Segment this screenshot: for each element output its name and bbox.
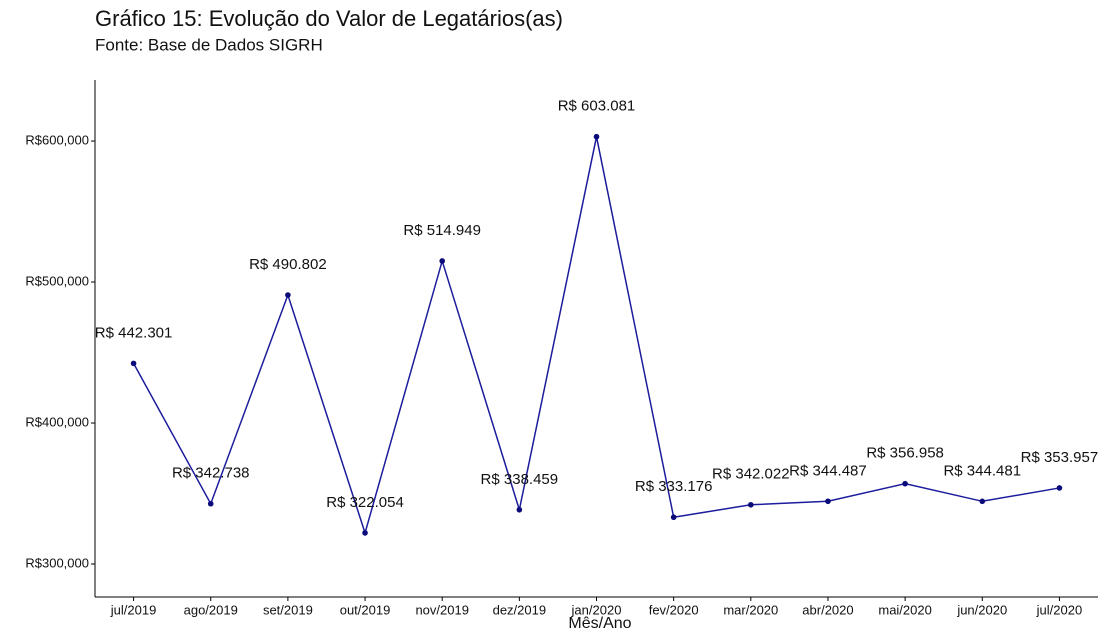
x-tick-label: set/2019	[263, 602, 313, 617]
y-tick-label: R$600,000	[25, 132, 89, 147]
point	[670, 514, 677, 521]
point	[593, 133, 600, 140]
point	[362, 530, 368, 536]
y-tick-label: R$400,000	[25, 414, 89, 429]
value-label: R$ 344.481	[943, 462, 1021, 479]
value-label: R$ 442.301	[95, 324, 173, 341]
point	[825, 498, 831, 505]
point	[902, 480, 908, 487]
value-label: R$ 514.949	[403, 222, 481, 239]
x-tick-label: dez/2019	[493, 602, 547, 617]
point	[285, 292, 291, 298]
value-label: R$ 344.487	[789, 462, 867, 479]
value-label: R$ 353.957	[1021, 449, 1099, 466]
point	[979, 498, 986, 505]
x-tick-label: nov/2019	[415, 602, 469, 617]
line	[132, 136, 1060, 536]
x-tick-label: out/2019	[340, 602, 391, 617]
x-tick-label: jun/2020	[956, 602, 1007, 617]
point	[130, 360, 137, 367]
x-tick-label: fev/2020	[649, 602, 699, 617]
value-label: R$ 490.802	[249, 256, 327, 273]
y-tick-label: R$300,000	[25, 555, 89, 570]
x-axis-title: Mês/Ano	[568, 615, 631, 632]
x-tick-label: abr/2020	[802, 602, 853, 617]
chart-title: Gráfico 15: Evolução do Valor de Legatár…	[95, 6, 563, 31]
value-label: R$ 322.054	[326, 494, 404, 511]
value-label: R$ 356.958	[866, 445, 944, 462]
x-tick-label: jul/2019	[110, 602, 157, 617]
value-label: R$ 342.738	[172, 465, 250, 482]
x-tick-label: ago/2019	[184, 602, 238, 617]
point	[516, 506, 523, 513]
x-tick-label: jul/2020	[1036, 602, 1083, 617]
value-label: R$ 338.459	[481, 471, 559, 488]
chart-subtitle: Fonte: Base de Dados SIGRH	[95, 35, 323, 54]
value-label: R$ 333.176	[635, 478, 713, 495]
point	[439, 258, 445, 264]
point	[748, 501, 754, 508]
x-tick-label: mar/2020	[723, 602, 778, 617]
point	[1056, 485, 1063, 491]
point	[207, 500, 214, 507]
y-tick-label: R$500,000	[25, 273, 89, 288]
x-tick-label: jan/2020	[571, 602, 622, 617]
value-label: R$ 603.081	[558, 98, 636, 115]
value-label: R$ 342.022	[712, 466, 790, 483]
x-tick-label: mai/2020	[878, 602, 931, 617]
